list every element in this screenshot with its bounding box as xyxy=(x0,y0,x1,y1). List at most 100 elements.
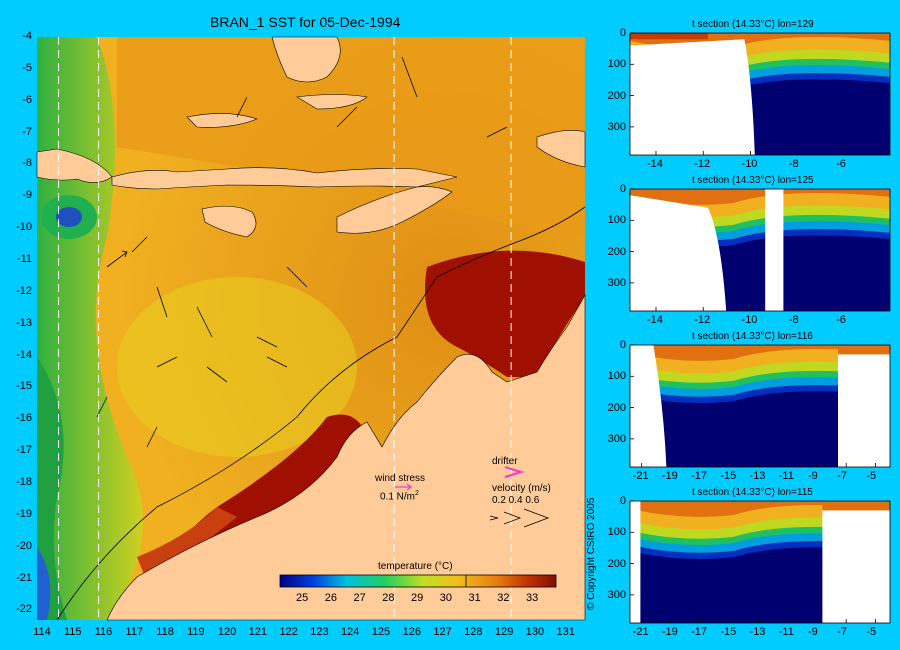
drifter-icon xyxy=(504,466,525,478)
lon-tick-label: 115 xyxy=(63,626,82,638)
wind-stress-value: 0.1 N/m2 xyxy=(380,490,419,503)
lat-tick-label: -20 xyxy=(16,539,32,552)
section-x-tick: -8 xyxy=(788,158,799,170)
lon-tick-label: 131 xyxy=(556,626,575,638)
section-x-tick: -15 xyxy=(720,626,737,638)
lon-tick-label: 121 xyxy=(248,626,268,638)
section-y-tick: 300 xyxy=(607,432,626,445)
colorbar-tick: 32 xyxy=(497,592,510,604)
section-y-tick: 300 xyxy=(607,276,626,289)
section-title: t section (14.33°C) lon=116 xyxy=(692,331,813,342)
colorbar-tick: 27 xyxy=(353,592,366,604)
wind-stress-label: wind stress xyxy=(375,473,426,484)
section-title: t section (14.33°C) lon=125 xyxy=(692,175,814,186)
section-x-tick: -19 xyxy=(661,626,678,638)
section-title: t section (14.33°C) lon=115 xyxy=(692,487,813,498)
lat-tick-label: -15 xyxy=(16,380,32,393)
lon-tick-label: 116 xyxy=(94,626,113,638)
sumba-land xyxy=(201,205,257,238)
section-y-tick: 0 xyxy=(619,27,626,39)
lon-tick-label: 130 xyxy=(525,626,545,638)
section-x-tick: -13 xyxy=(749,626,766,638)
lat-tick-label: -6 xyxy=(22,93,32,106)
colorbar-title: temperature (°C) xyxy=(378,561,453,572)
section-x-tick: -8 xyxy=(788,314,799,326)
section-x-tick: -9 xyxy=(807,470,818,482)
section-x-tick: -7 xyxy=(837,626,847,638)
section-y-tick: 200 xyxy=(607,89,626,102)
lat-tick-label: -7 xyxy=(22,125,32,138)
section-y-tick: 200 xyxy=(607,557,626,570)
section-x-tick: -17 xyxy=(691,626,708,638)
section-x-tick: -13 xyxy=(749,470,766,482)
section-x-tick: -6 xyxy=(836,314,846,326)
lat-tick-label: -4 xyxy=(22,30,32,42)
colorbar-tick: 28 xyxy=(382,592,395,604)
section-x-tick: -21 xyxy=(632,626,649,638)
lat-tick-label: -12 xyxy=(16,284,32,297)
lon-tick-label: 125 xyxy=(371,626,391,638)
section-y-tick: 200 xyxy=(607,401,626,414)
section-plot xyxy=(629,32,891,156)
lon-tick-label: 119 xyxy=(187,626,205,638)
map-title: BRAN_1 SST for 05-Dec-1994 xyxy=(210,14,401,30)
section-title: t section (14.33°C) lon=129 xyxy=(692,19,814,30)
shelf-contour xyxy=(56,206,586,621)
colorbar-tick: 26 xyxy=(324,592,337,604)
section-y-tick: 100 xyxy=(607,370,626,383)
lat-tick-label: -17 xyxy=(16,444,32,457)
section-x-tick: -19 xyxy=(661,470,678,482)
wind-stress-arrow xyxy=(395,483,412,491)
lat-tick-label: -10 xyxy=(16,221,32,234)
section-x-tick: -17 xyxy=(691,470,708,482)
section-x-tick: -9 xyxy=(807,626,818,638)
section-x-tick: -12 xyxy=(694,314,711,326)
colorbar-tick: 25 xyxy=(296,592,309,604)
lat-tick-label: -21 xyxy=(16,571,32,584)
lat-tick-label: -5 xyxy=(22,61,32,74)
section-x-tick: -11 xyxy=(778,626,794,638)
section-x-tick: -14 xyxy=(647,314,663,326)
drifter-label: drifter xyxy=(492,456,518,467)
lat-tick-label: -16 xyxy=(16,412,32,425)
section-y-tick: 0 xyxy=(619,339,626,351)
section-y-tick: 100 xyxy=(607,214,626,227)
velocity-vectors xyxy=(96,56,508,448)
colorbar xyxy=(279,574,557,588)
colorbar-tick: 33 xyxy=(526,592,539,604)
section-plot xyxy=(629,188,891,312)
sst-map xyxy=(36,36,586,621)
section-x-tick: -11 xyxy=(778,470,794,482)
section-x-tick: -10 xyxy=(741,314,758,326)
section-x-tick: -6 xyxy=(836,158,846,170)
lon-tick-label: 117 xyxy=(125,626,144,638)
section-y-tick: 300 xyxy=(607,588,626,601)
section-x-tick: -14 xyxy=(647,158,663,170)
section-y-tick: 100 xyxy=(607,526,626,539)
section-y-tick: 0 xyxy=(619,495,626,507)
section-x-tick: -15 xyxy=(720,470,737,482)
copyright: © Copyright CSIRO 2005 xyxy=(586,497,597,610)
warm-shelf-water xyxy=(425,250,585,377)
lat-tick-label: -18 xyxy=(16,476,32,488)
velocity-scale-arrows xyxy=(489,508,550,528)
lesser-sunda-land xyxy=(111,167,458,190)
lon-tick-label: 129 xyxy=(494,626,514,638)
lon-tick-label: 128 xyxy=(464,626,483,638)
section-plot xyxy=(629,500,891,624)
lat-tick-label: -13 xyxy=(16,316,32,329)
section-x-tick: -12 xyxy=(694,158,711,170)
lat-tick-label: -8 xyxy=(22,157,32,170)
australia-land xyxy=(106,293,586,621)
colorbar-tick: 29 xyxy=(411,592,424,604)
lon-tick-label: 127 xyxy=(433,626,452,638)
velocity-values: 0.2 0.4 0.6 xyxy=(492,495,540,506)
section-y-tick: 200 xyxy=(607,245,626,258)
section-y-tick: 300 xyxy=(607,120,626,133)
lat-tick-label: -11 xyxy=(16,253,32,265)
colorbar-tick: 31 xyxy=(468,592,481,604)
lat-tick-label: -9 xyxy=(22,189,32,202)
section-y-tick: 100 xyxy=(607,58,626,71)
section-x-tick: -7 xyxy=(837,470,847,482)
sulawesi-land xyxy=(271,36,341,83)
